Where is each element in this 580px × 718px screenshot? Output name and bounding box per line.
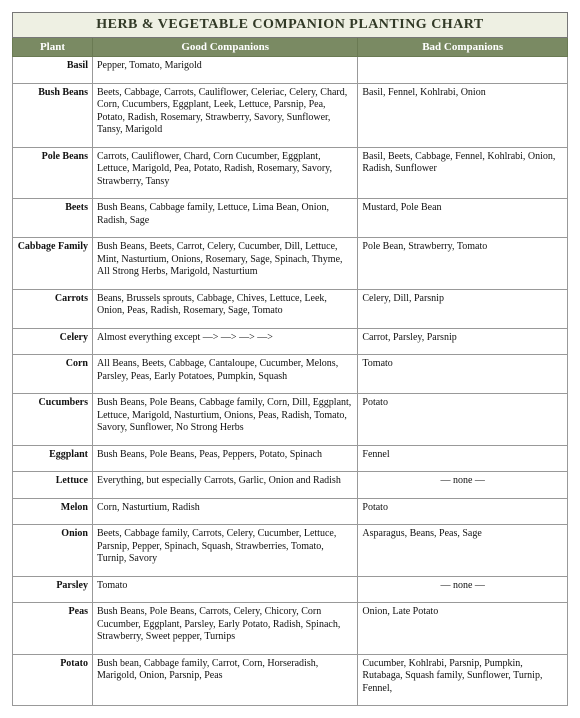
col-bad: Bad Companions xyxy=(358,38,568,57)
table-row: BasilPepper, Tomato, Marigold xyxy=(13,57,568,84)
good-companions: Bush Beans, Beets, Carrot, Celery, Cucum… xyxy=(92,238,357,290)
table-row: PeasBush Beans, Pole Beans, Carrots, Cel… xyxy=(13,603,568,655)
good-companions: Bush Beans, Pole Beans, Peas, Peppers, P… xyxy=(92,445,357,472)
plant-name: Carrots xyxy=(13,289,93,328)
plant-name: Parsley xyxy=(13,576,93,603)
plant-name: Eggplant xyxy=(13,445,93,472)
plant-name: Onion xyxy=(13,525,93,577)
plant-name: Pole Beans xyxy=(13,147,93,199)
good-companions: Bush Beans, Pole Beans, Carrots, Celery,… xyxy=(92,603,357,655)
good-companions: Bush bean, Cabbage family, Carrot, Corn,… xyxy=(92,654,357,706)
bad-companions: — none — xyxy=(358,472,568,499)
good-companions: Corn, Nasturtium, Radish xyxy=(92,498,357,525)
bad-companions: Potato xyxy=(358,394,568,446)
bad-companions: Fennel xyxy=(358,445,568,472)
good-companions: Tomato xyxy=(92,576,357,603)
plant-name: Potato xyxy=(13,654,93,706)
bad-companions: Potato xyxy=(358,498,568,525)
plant-name: Celery xyxy=(13,328,93,355)
plant-name: Cucumbers xyxy=(13,394,93,446)
chart-title: HERB & VEGETABLE COMPANION PLANTING CHAR… xyxy=(13,13,568,38)
col-plant: Plant xyxy=(13,38,93,57)
plant-name: Corn xyxy=(13,355,93,394)
bad-companions: Celery, Dill, Parsnip xyxy=(358,289,568,328)
table-row: OnionBeets, Cabbage family, Carrots, Cel… xyxy=(13,525,568,577)
good-companions: Beans, Brussels sprouts, Cabbage, Chives… xyxy=(92,289,357,328)
bad-companions: Basil, Fennel, Kohlrabi, Onion xyxy=(358,83,568,147)
table-row: EggplantBush Beans, Pole Beans, Peas, Pe… xyxy=(13,445,568,472)
col-good: Good Companions xyxy=(92,38,357,57)
plant-name: Peas xyxy=(13,603,93,655)
title-row: HERB & VEGETABLE COMPANION PLANTING CHAR… xyxy=(13,13,568,38)
good-companions: Beets, Cabbage, Carrots, Cauliflower, Ce… xyxy=(92,83,357,147)
table-row: LettuceEverything, but especially Carrot… xyxy=(13,472,568,499)
good-companions: Bush Beans, Cabbage family, Lettuce, Lim… xyxy=(92,199,357,238)
bad-companions: Cucumber, Kohlrabi, Parsnip, Pumpkin, Ru… xyxy=(358,654,568,706)
good-companions: Pepper, Tomato, Marigold xyxy=(92,57,357,84)
good-companions: Almost everything except —> —> —> —> xyxy=(92,328,357,355)
bad-companions: Pole Bean, Strawberry, Tomato xyxy=(358,238,568,290)
plant-name: Bush Beans xyxy=(13,83,93,147)
bad-companions: Asparagus, Beans, Peas, Sage xyxy=(358,525,568,577)
good-companions: All Beans, Beets, Cabbage, Cantaloupe, C… xyxy=(92,355,357,394)
plant-name: Beets xyxy=(13,199,93,238)
good-companions: Carrots, Cauliflower, Chard, Corn Cucumb… xyxy=(92,147,357,199)
plant-name: Basil xyxy=(13,57,93,84)
table-row: CeleryAlmost everything except —> —> —> … xyxy=(13,328,568,355)
table-row: PotatoBush bean, Cabbage family, Carrot,… xyxy=(13,654,568,706)
bad-companions: Carrot, Parsley, Parsnip xyxy=(358,328,568,355)
good-companions: Beets, Cabbage family, Carrots, Celery, … xyxy=(92,525,357,577)
plant-name: Cabbage Family xyxy=(13,238,93,290)
table-row: BeetsBush Beans, Cabbage family, Lettuce… xyxy=(13,199,568,238)
table-row: MelonCorn, Nasturtium, RadishPotato xyxy=(13,498,568,525)
plant-name: Melon xyxy=(13,498,93,525)
companion-planting-table: HERB & VEGETABLE COMPANION PLANTING CHAR… xyxy=(12,12,568,706)
bad-companions: — none — xyxy=(358,576,568,603)
table-row: CarrotsBeans, Brussels sprouts, Cabbage,… xyxy=(13,289,568,328)
header-row: Plant Good Companions Bad Companions xyxy=(13,38,568,57)
plant-name: Lettuce xyxy=(13,472,93,499)
bad-companions: Mustard, Pole Bean xyxy=(358,199,568,238)
table-row: CucumbersBush Beans, Pole Beans, Cabbage… xyxy=(13,394,568,446)
good-companions: Everything, but especially Carrots, Garl… xyxy=(92,472,357,499)
table-row: Cabbage FamilyBush Beans, Beets, Carrot,… xyxy=(13,238,568,290)
bad-companions: Onion, Late Potato xyxy=(358,603,568,655)
table-body: BasilPepper, Tomato, MarigoldBush BeansB… xyxy=(13,57,568,706)
good-companions: Bush Beans, Pole Beans, Cabbage family, … xyxy=(92,394,357,446)
bad-companions: Basil, Beets, Cabbage, Fennel, Kohlrabi,… xyxy=(358,147,568,199)
table-row: ParsleyTomato— none — xyxy=(13,576,568,603)
table-row: Pole BeansCarrots, Cauliflower, Chard, C… xyxy=(13,147,568,199)
table-row: CornAll Beans, Beets, Cabbage, Cantaloup… xyxy=(13,355,568,394)
bad-companions: Tomato xyxy=(358,355,568,394)
table-row: Bush BeansBeets, Cabbage, Carrots, Cauli… xyxy=(13,83,568,147)
bad-companions xyxy=(358,57,568,84)
